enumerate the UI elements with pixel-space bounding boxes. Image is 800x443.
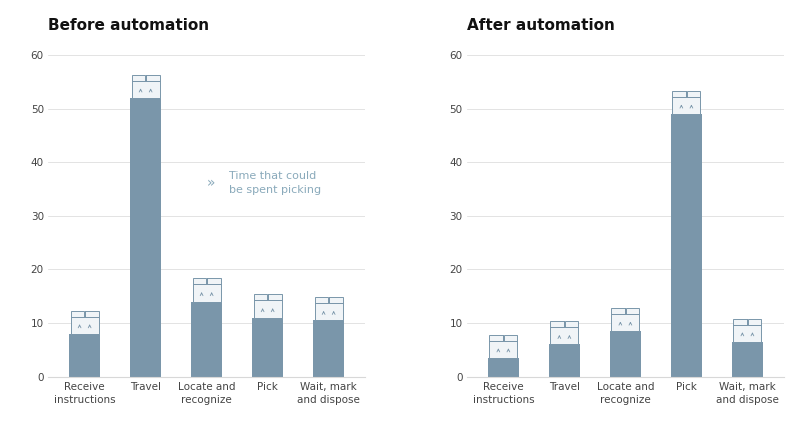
Text: Time that could
be spent picking: Time that could be spent picking <box>229 171 322 195</box>
Polygon shape <box>146 75 159 81</box>
Polygon shape <box>490 334 502 341</box>
Polygon shape <box>734 319 746 325</box>
Bar <box>670 114 702 377</box>
Text: After automation: After automation <box>466 19 614 33</box>
Bar <box>734 325 762 342</box>
Polygon shape <box>504 334 518 341</box>
Bar <box>550 327 578 344</box>
Bar <box>610 331 642 377</box>
Text: Before automation: Before automation <box>48 19 209 33</box>
Bar <box>673 97 700 114</box>
Polygon shape <box>550 321 564 327</box>
Polygon shape <box>132 75 145 81</box>
Polygon shape <box>268 295 282 300</box>
Polygon shape <box>193 278 206 284</box>
Bar <box>490 341 518 358</box>
Polygon shape <box>687 91 700 97</box>
Bar <box>731 342 763 377</box>
Polygon shape <box>330 297 342 303</box>
Polygon shape <box>748 319 762 325</box>
Bar <box>314 303 342 320</box>
Bar <box>69 334 101 377</box>
Polygon shape <box>314 297 328 303</box>
Bar <box>190 302 222 377</box>
Bar <box>70 317 98 334</box>
Polygon shape <box>611 308 625 314</box>
Polygon shape <box>673 91 686 97</box>
Bar <box>193 284 221 302</box>
Polygon shape <box>86 311 98 317</box>
Bar <box>130 98 162 377</box>
Polygon shape <box>70 311 84 317</box>
Bar <box>132 81 159 98</box>
Polygon shape <box>565 321 578 327</box>
Polygon shape <box>254 295 267 300</box>
Polygon shape <box>207 278 221 284</box>
Bar <box>254 300 282 318</box>
Bar <box>549 344 580 377</box>
Text: »: » <box>206 176 215 190</box>
Polygon shape <box>626 308 639 314</box>
Bar <box>487 358 519 377</box>
Bar <box>313 320 345 377</box>
Bar <box>252 318 283 377</box>
Bar <box>611 314 639 331</box>
